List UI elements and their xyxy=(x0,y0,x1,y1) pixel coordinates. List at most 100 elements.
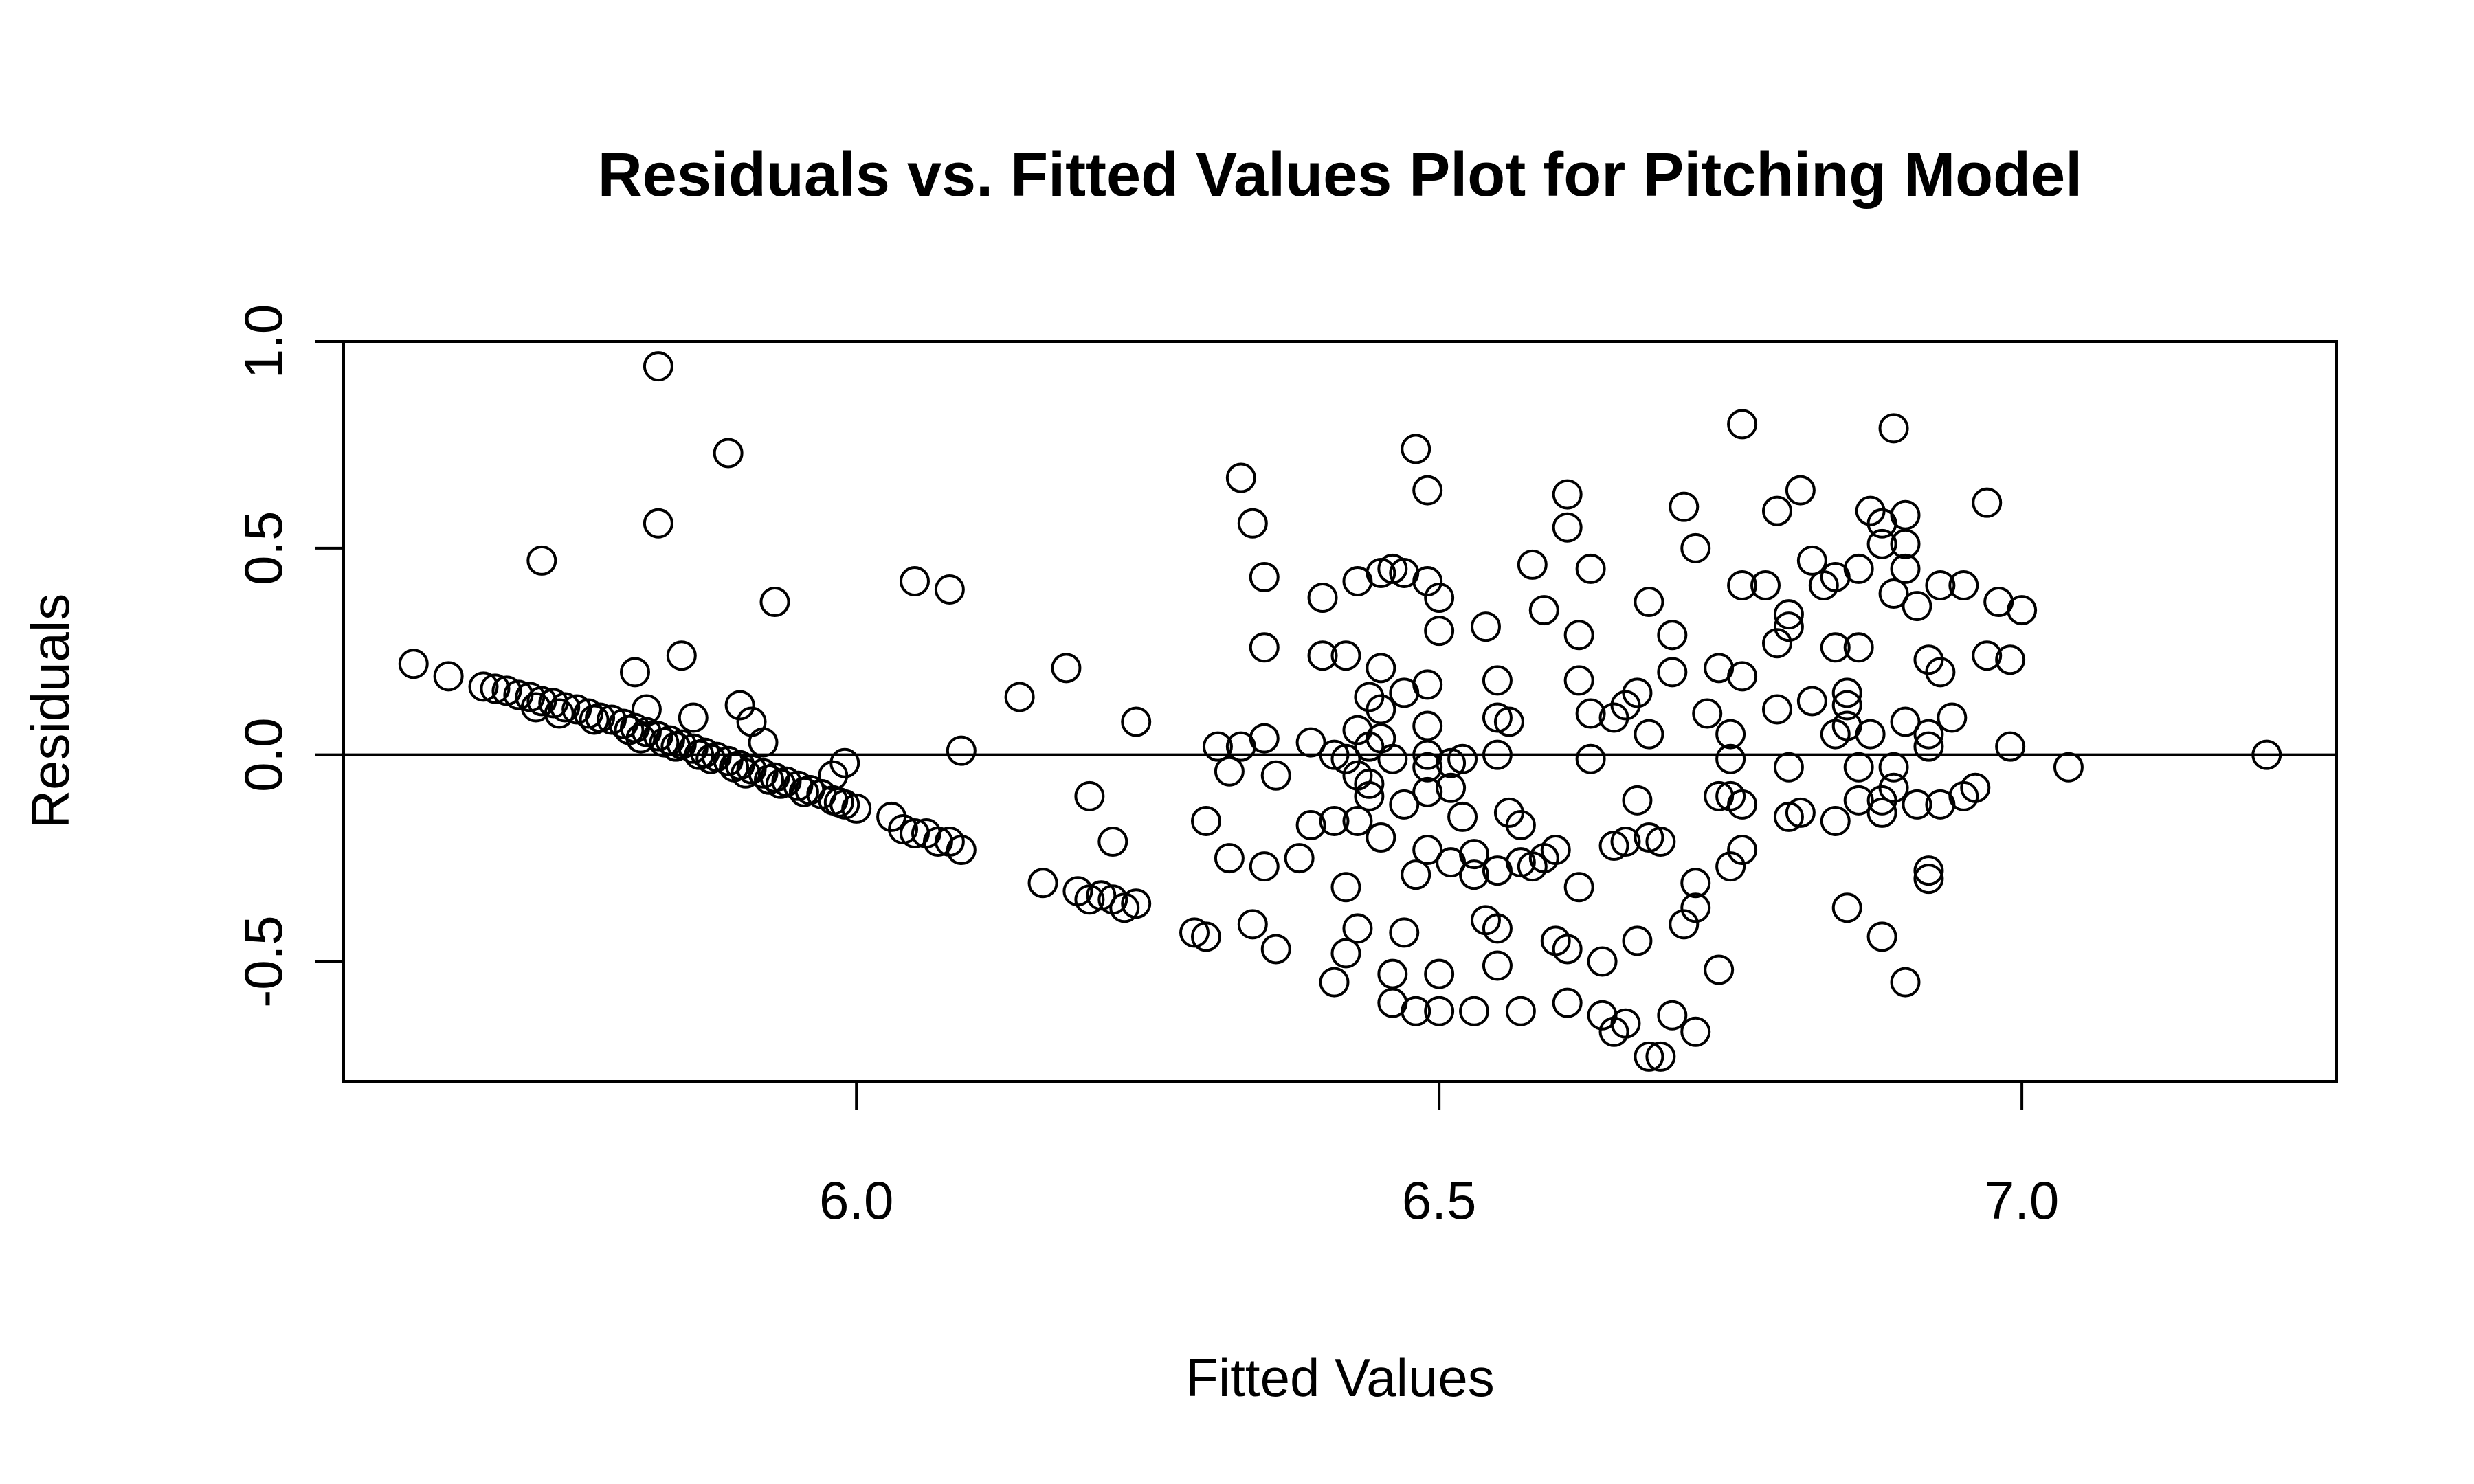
scatter-point xyxy=(1459,859,1490,890)
scatter-point xyxy=(1680,892,1711,923)
scatter-point xyxy=(1610,1008,1641,1039)
scatter-point xyxy=(1260,760,1291,791)
scatter-point xyxy=(1366,653,1396,684)
scatter-point xyxy=(1412,776,1443,807)
scatter-point xyxy=(713,438,744,469)
scatter-point xyxy=(1575,553,1606,584)
scatter-point xyxy=(1785,797,1816,828)
x-tick-label: 6.5 xyxy=(1402,1170,1476,1230)
scatter-point xyxy=(1377,958,1408,989)
scatter-point xyxy=(1866,797,1897,828)
scatter-point xyxy=(1214,843,1245,874)
scatter-point xyxy=(946,735,977,766)
scatter-point xyxy=(1447,743,1478,774)
scatter-point xyxy=(1295,809,1326,840)
scatter-point xyxy=(1773,752,1804,783)
scatter-point xyxy=(1878,752,1909,783)
scatter-point xyxy=(1412,565,1443,596)
scatter-point xyxy=(1225,462,1256,493)
scatter-point xyxy=(2053,752,2084,783)
scatter-point xyxy=(1727,661,1758,692)
scatter-point xyxy=(1960,772,1991,803)
scatter-point xyxy=(1330,743,1361,774)
scatter-point xyxy=(631,694,662,725)
chart-title: Residuals vs. Fitted Values Plot for Pit… xyxy=(598,141,2082,210)
scatter-point xyxy=(695,743,726,774)
scatter-point xyxy=(1307,640,1338,671)
scatter-point xyxy=(1237,508,1268,539)
scatter-point xyxy=(1669,491,1700,522)
scatter-point xyxy=(1412,710,1443,741)
scatter-point xyxy=(1459,996,1490,1026)
scatter-point xyxy=(1796,686,1827,717)
scatter-point xyxy=(1552,479,1583,510)
scatter-point xyxy=(1645,827,1676,857)
scatter-point xyxy=(1401,996,1431,1026)
scatter-point xyxy=(1634,719,1664,750)
scatter-point xyxy=(1389,917,1420,948)
scatter-point xyxy=(1319,967,1350,998)
scatter-point xyxy=(1284,843,1315,874)
scatter-point xyxy=(1878,772,1909,803)
scatter-point xyxy=(1202,731,1233,762)
x-axis: 6.0 6.5 7.0 xyxy=(819,1081,2059,1230)
scatter-point xyxy=(1412,475,1443,506)
scatter-point xyxy=(1937,702,1968,733)
scatter-point xyxy=(1121,888,1152,919)
scatter-point xyxy=(1249,632,1280,663)
scatter-point xyxy=(1190,921,1221,952)
scatter-point xyxy=(1260,934,1291,965)
scatter-point xyxy=(1447,801,1478,832)
scatter-point xyxy=(829,747,860,778)
scatter-point xyxy=(1913,864,1944,895)
scatter-point xyxy=(899,565,930,596)
scatter-point xyxy=(1505,809,1536,840)
scatter-point xyxy=(1727,570,1758,600)
scatter-point xyxy=(1610,827,1641,857)
scatter-point xyxy=(1121,706,1152,737)
scatter-point xyxy=(1820,719,1851,750)
scatter-point xyxy=(1831,677,1862,708)
scatter-point xyxy=(1680,868,1711,899)
scatter-point xyxy=(1587,946,1618,977)
scatter-point xyxy=(1995,644,2026,675)
scatter-point xyxy=(1831,690,1862,721)
scatter-point xyxy=(1330,872,1361,903)
scatter-point xyxy=(1004,682,1035,712)
scatter-point xyxy=(1890,553,1921,584)
scatter-point xyxy=(1563,665,1594,696)
scatter-point xyxy=(1436,772,1467,803)
scatter-point xyxy=(1459,839,1490,870)
scatter-point xyxy=(2251,739,2282,770)
scatter-point xyxy=(1890,706,1921,737)
y-tick-label: -0.5 xyxy=(233,915,293,1007)
scatter-point xyxy=(1843,553,1874,584)
scatter-point xyxy=(1669,909,1700,940)
scatter-point xyxy=(1866,921,1897,952)
scatter-point xyxy=(934,574,965,605)
scatter-point xyxy=(1972,487,2003,518)
y-axis: -0.5 0.0 0.5 1.0 xyxy=(233,304,344,1008)
scatter-point xyxy=(1657,657,1688,688)
scatter-point xyxy=(1727,835,1758,866)
scatter-point xyxy=(1878,413,1909,444)
scatter-point xyxy=(1563,620,1594,651)
scatter-point xyxy=(643,351,673,382)
scatter-point xyxy=(1366,694,1396,725)
scatter-point xyxy=(1902,591,1932,622)
scatter-point xyxy=(1680,1016,1711,1047)
scatter-point xyxy=(1855,719,1886,750)
scatter-point xyxy=(1843,752,1874,783)
scatter-point xyxy=(1330,938,1361,969)
scatter-point xyxy=(1482,665,1513,696)
scatter-point xyxy=(1517,549,1548,580)
scatter-point xyxy=(1190,805,1221,836)
scatter-point xyxy=(1237,909,1268,940)
scatter-point xyxy=(1377,743,1408,774)
scatter-point xyxy=(1354,768,1385,799)
scatter-point xyxy=(1552,512,1583,543)
scatter-point xyxy=(1820,805,1851,836)
scatter-point xyxy=(1563,872,1594,903)
scatter-point xyxy=(1214,756,1245,787)
scatter-point xyxy=(526,545,557,576)
